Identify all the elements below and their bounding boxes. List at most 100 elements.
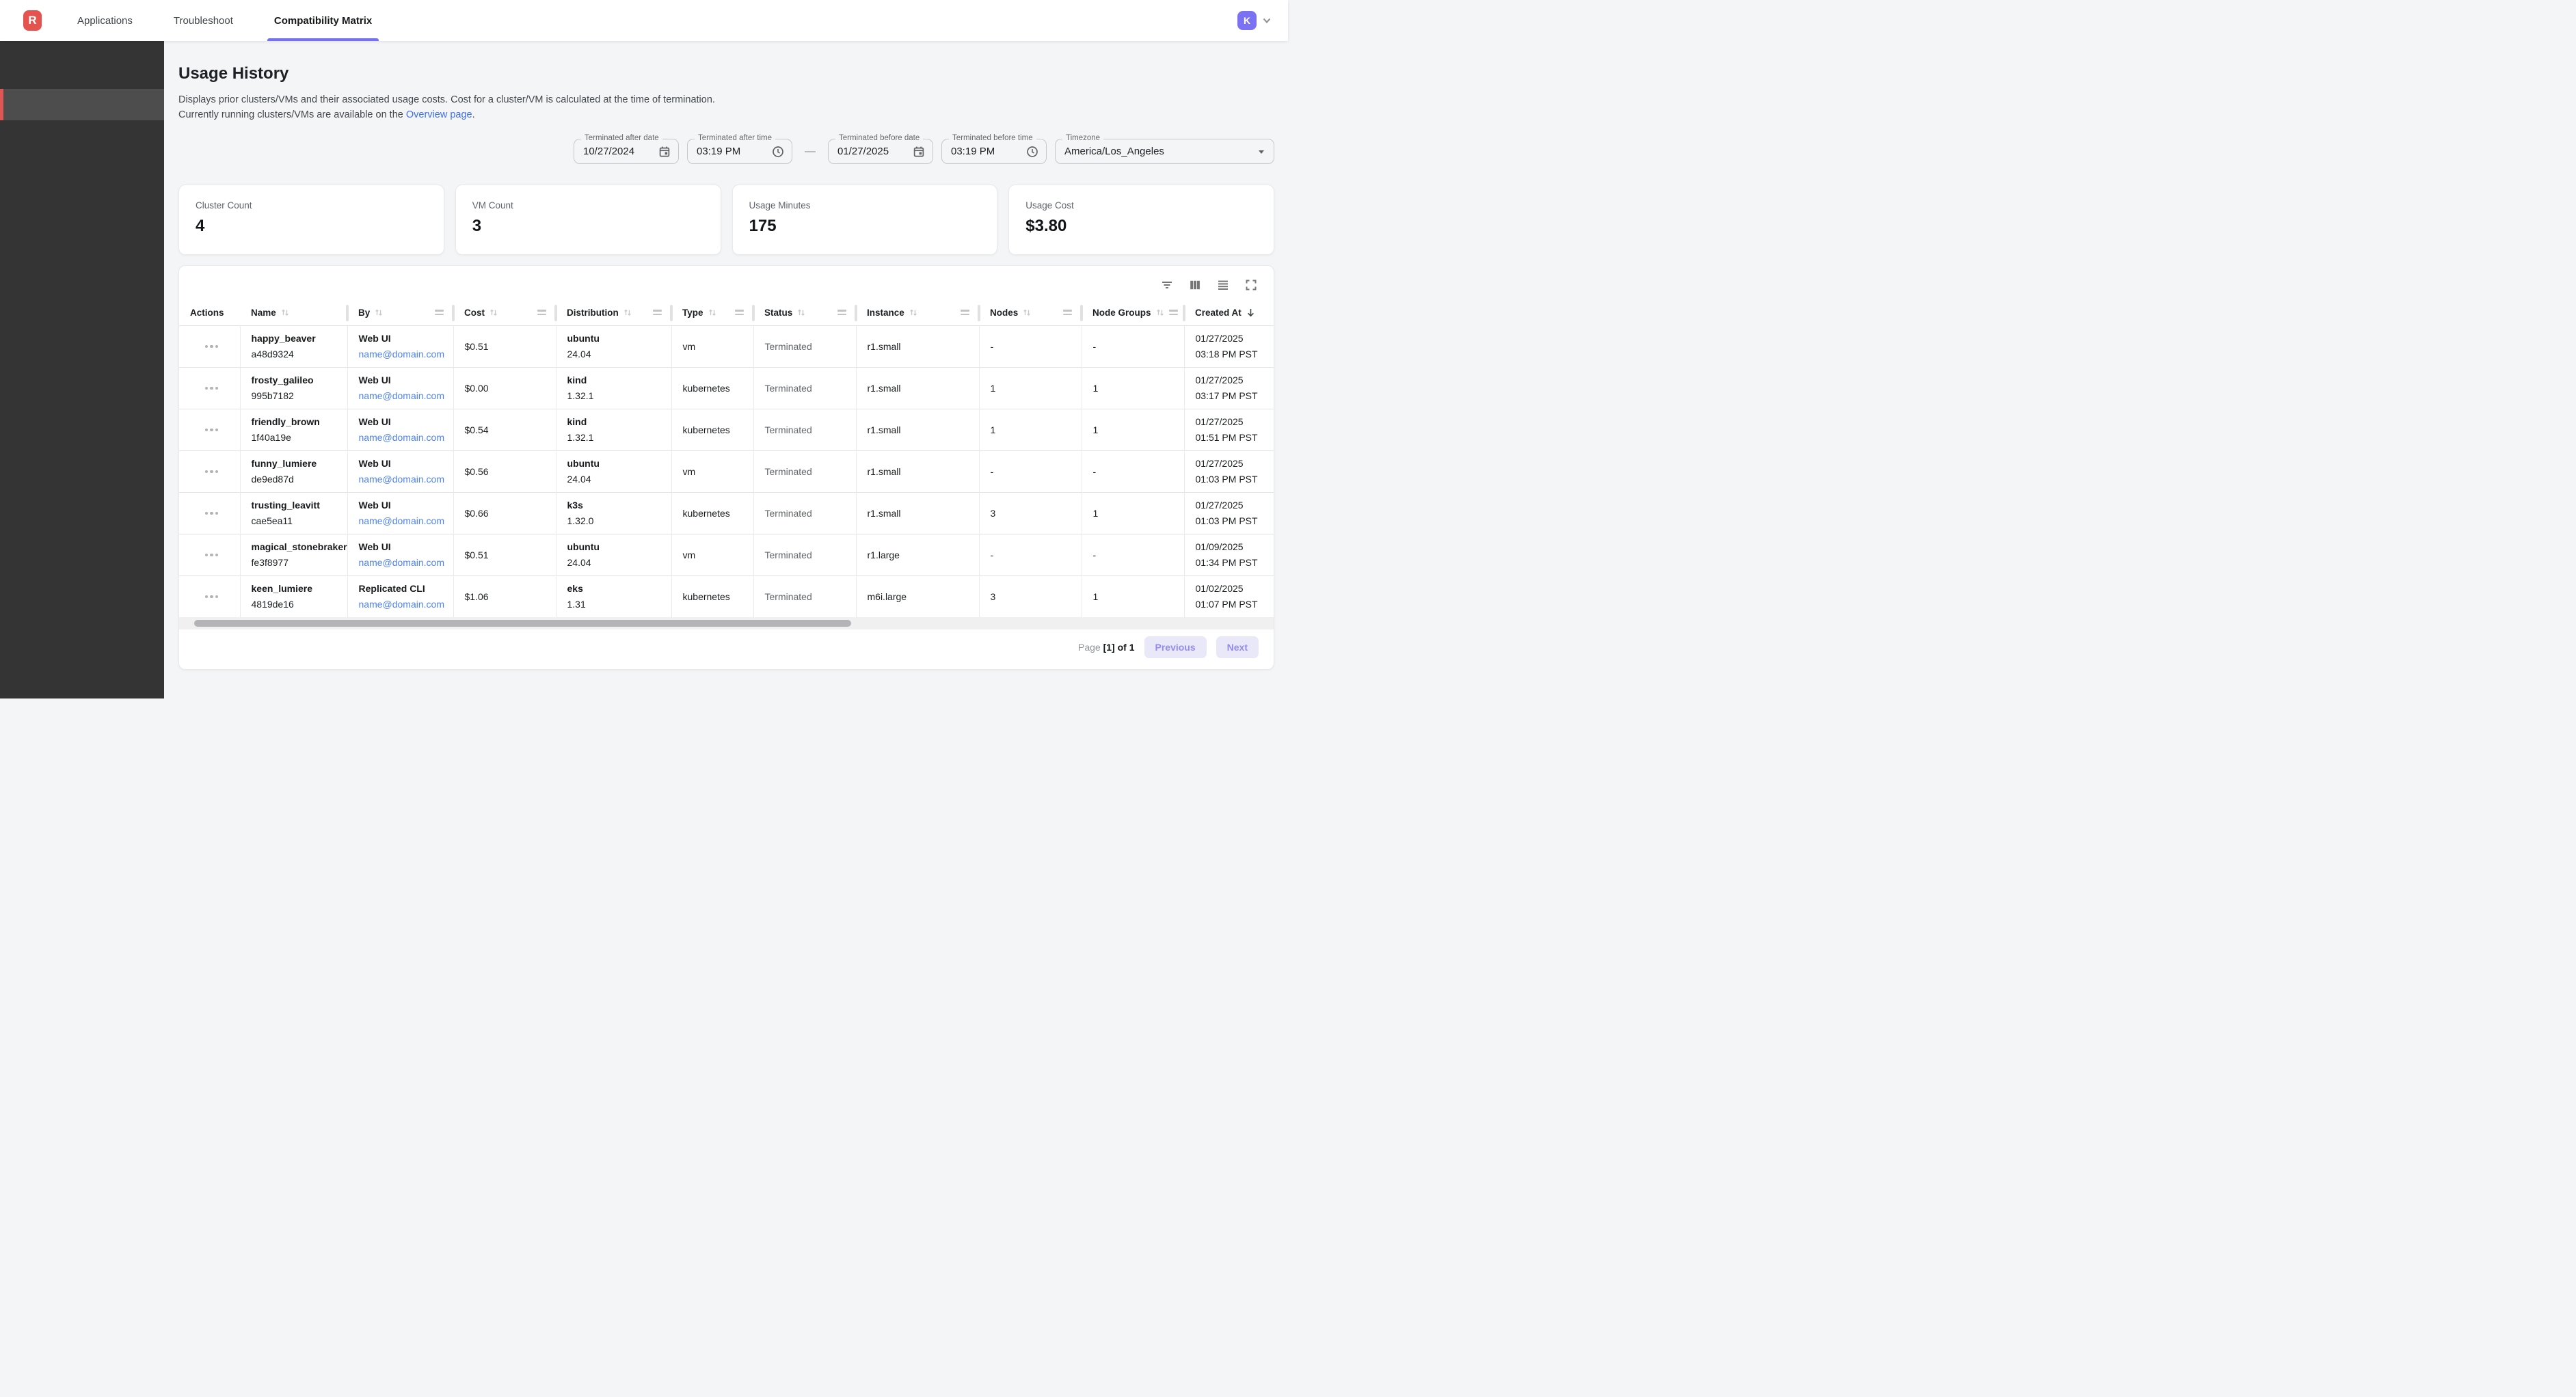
overview-page-link[interactable]: Overview page [405, 109, 472, 120]
row-node-groups: 1 [1082, 575, 1185, 617]
column-header-label: Cost [464, 307, 485, 318]
nav-tab[interactable]: Applications [73, 0, 137, 41]
row-distribution: ubuntu [567, 458, 600, 469]
row-type: vm [671, 325, 754, 367]
row-distribution: ubuntu [567, 333, 600, 344]
user-menu[interactable]: K [1237, 11, 1273, 30]
row-email-link[interactable]: name@domain.com [358, 432, 445, 443]
row-email-link[interactable]: name@domain.com [358, 557, 445, 568]
row-node-groups: - [1082, 533, 1185, 575]
column-header[interactable]: Name [240, 300, 349, 325]
row-actions-button[interactable] [201, 465, 223, 479]
filter-field-value: 01/27/2025 [837, 146, 889, 157]
row-created-date: 01/27/2025 [1195, 500, 1244, 511]
sorted-desc-icon[interactable] [1245, 307, 1257, 318]
nav-tab[interactable]: Troubleshoot [170, 0, 237, 41]
row-distribution-version: 1.32.0 [567, 515, 594, 526]
sort-icon[interactable] [280, 307, 291, 318]
row-created-date: 01/27/2025 [1195, 458, 1244, 469]
stat-value: 175 [749, 217, 777, 235]
column-header[interactable]: Actions [179, 300, 240, 325]
horizontal-scrollbar-track [179, 617, 1274, 629]
row-id: 995b7182 [251, 390, 294, 401]
row-actions-button[interactable] [201, 423, 223, 437]
filter-field[interactable]: Terminated after time 03:19 PM [687, 134, 792, 164]
row-created-by: Web UI [358, 500, 391, 511]
column-drag-handle[interactable] [735, 310, 748, 316]
row-actions-button[interactable] [201, 506, 223, 521]
sidebar-item[interactable] [0, 89, 164, 120]
stat-label: Usage Cost [1025, 200, 1074, 211]
row-email-link[interactable]: name@domain.com [358, 515, 445, 526]
filter-button[interactable] [1155, 273, 1179, 297]
column-header[interactable]: Created At [1184, 300, 1274, 325]
sidebar-item[interactable] [0, 57, 164, 89]
row-distribution-version: 1.31 [567, 599, 586, 610]
show-hide-columns-button[interactable] [1183, 273, 1207, 297]
row-node-groups: 1 [1082, 366, 1185, 409]
row-instance: r1.large [856, 533, 980, 575]
sort-icon[interactable] [796, 307, 807, 318]
sort-icon[interactable] [1155, 307, 1166, 318]
horizontal-scrollbar-thumb[interactable] [194, 620, 851, 627]
sort-icon[interactable] [1021, 307, 1032, 318]
calendar-icon [913, 146, 924, 157]
nav-tab[interactable]: Compatibility Matrix [267, 0, 379, 41]
filter-field[interactable]: Terminated before time 03:19 PM [941, 134, 1047, 164]
previous-page-button[interactable]: Previous [1144, 636, 1207, 658]
replicated-logo[interactable]: R [23, 10, 42, 31]
sort-icon[interactable] [488, 307, 499, 318]
column-header[interactable]: Nodes [979, 300, 1083, 325]
columns-icon [1190, 280, 1200, 290]
column-header[interactable]: Instance [856, 300, 980, 325]
row-distribution-version: 1.32.1 [567, 390, 594, 401]
column-drag-handle[interactable] [537, 310, 550, 316]
column-header[interactable]: Distribution [556, 300, 673, 325]
chevron-down-icon [1263, 18, 1271, 24]
column-header[interactable]: Node Groups [1082, 300, 1185, 325]
page-word: Page [1078, 642, 1101, 653]
next-page-button[interactable]: Next [1216, 636, 1259, 658]
stats-row: Cluster Count 4 VM Count 3 Usage Minutes… [178, 185, 1274, 255]
column-drag-handle[interactable] [837, 310, 850, 316]
density-button[interactable] [1211, 273, 1235, 297]
row-actions-button[interactable] [201, 340, 223, 354]
column-drag-handle[interactable] [435, 310, 448, 316]
row-email-link[interactable]: name@domain.com [358, 390, 445, 401]
column-drag-handle[interactable] [1063, 310, 1076, 316]
stat-label: Usage Minutes [749, 200, 811, 211]
column-drag-handle[interactable] [653, 310, 666, 316]
column-header[interactable]: Type [671, 300, 755, 325]
row-actions-button[interactable] [201, 590, 223, 604]
sidebar-item[interactable] [0, 120, 164, 152]
row-email-link[interactable]: name@domain.com [358, 349, 445, 360]
row-actions-button[interactable] [201, 548, 223, 562]
column-header[interactable]: Status [753, 300, 857, 325]
row-email-link[interactable]: name@domain.com [358, 599, 445, 610]
row-email-link[interactable]: name@domain.com [358, 474, 445, 485]
row-status: Terminated [753, 325, 857, 367]
table-body: happy_beaver a48d9324 Web UI name@domain… [179, 325, 1274, 617]
column-header-label: Created At [1195, 307, 1242, 318]
row-actions-button[interactable] [201, 381, 223, 396]
column-drag-handle[interactable] [1168, 310, 1182, 316]
stat-card: Cluster Count 4 [178, 185, 444, 255]
column-drag-handle[interactable] [961, 310, 974, 316]
row-status: Terminated [753, 450, 857, 492]
row-type: vm [671, 533, 754, 575]
filter-field[interactable]: Timezone America/Los_Angeles [1055, 134, 1274, 164]
filter-field[interactable]: Terminated before date 01/27/2025 [828, 134, 933, 164]
stat-label: Cluster Count [196, 200, 252, 211]
avatar[interactable]: K [1237, 11, 1257, 30]
filter-field[interactable]: Terminated after date 10/27/2024 [574, 134, 679, 164]
row-created-time: 01:51 PM PST [1195, 432, 1258, 443]
row-nodes: 1 [979, 366, 1082, 409]
sort-icon[interactable] [622, 307, 633, 318]
sort-icon[interactable] [707, 307, 718, 318]
row-cost: $0.56 [453, 450, 556, 492]
sort-icon[interactable] [373, 307, 384, 318]
column-header[interactable]: By [347, 300, 455, 325]
sort-icon[interactable] [908, 307, 919, 318]
fullscreen-button[interactable] [1239, 273, 1263, 297]
column-header[interactable]: Cost [453, 300, 557, 325]
